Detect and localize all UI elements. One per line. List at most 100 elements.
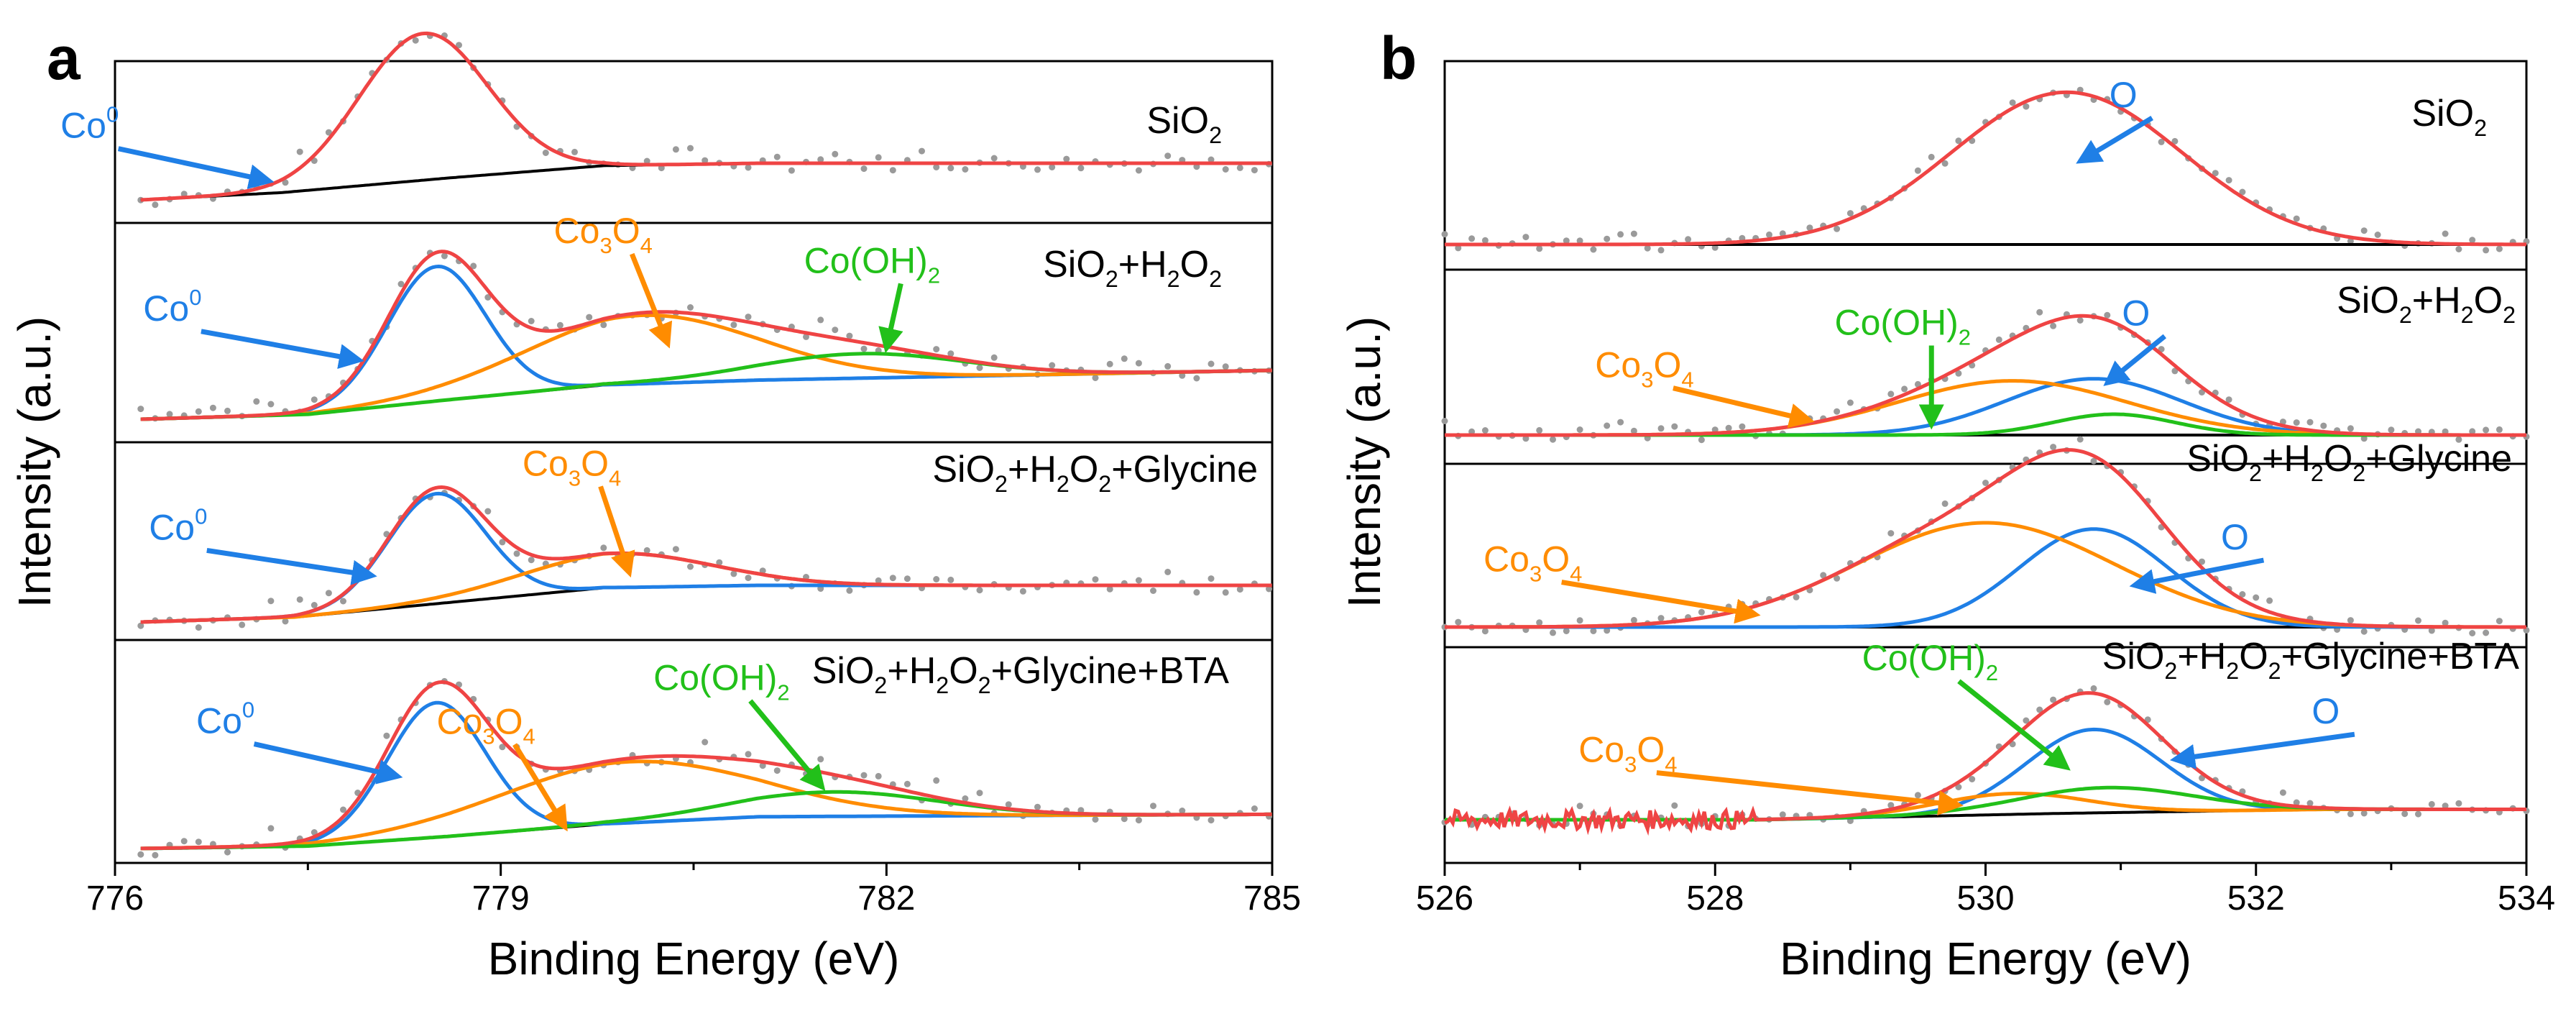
data-point [687, 563, 694, 570]
data-point [2374, 232, 2381, 238]
data-point [1441, 231, 1448, 238]
data-point [2171, 137, 2179, 145]
data-point [296, 596, 303, 603]
data-point [2428, 800, 2435, 808]
annotation-label: Co3O4 [554, 211, 653, 258]
data-point [2483, 629, 2490, 636]
data-point [817, 756, 824, 763]
data-point [1150, 803, 1156, 810]
x-tick-label: 530 [1956, 879, 2014, 918]
data-point [2496, 426, 2503, 433]
component-co3o4 [1445, 521, 2526, 629]
data-point [1522, 234, 1530, 241]
data-point [702, 739, 709, 746]
data-point [2239, 188, 2246, 196]
annotation-arrow [206, 547, 377, 585]
data-point [1576, 426, 1583, 433]
data-point [1135, 360, 1142, 367]
envelope-line [140, 680, 1272, 851]
data-point [1617, 419, 1624, 426]
data-point [976, 587, 983, 594]
data-point [933, 346, 940, 353]
annotation-arrow [748, 699, 826, 791]
data-point [1739, 423, 1746, 430]
data-point [239, 621, 246, 628]
annotation-arrow [201, 329, 364, 369]
annotation-arrow [2103, 334, 2167, 386]
annotation-label: Co3O4 [1578, 730, 1677, 777]
data-point [137, 622, 144, 629]
data-point [152, 851, 159, 859]
sample-label: SiO2+H2O2 [2337, 280, 2516, 328]
data-point [933, 576, 940, 582]
data-point [1441, 418, 1448, 424]
panel-letter: b [1380, 24, 1417, 92]
data-point [1019, 588, 1026, 595]
x-tick-label: 532 [2227, 879, 2285, 918]
panel-letter: a [47, 24, 81, 92]
data-point [860, 772, 868, 779]
data-point [990, 155, 998, 162]
annotation-label: Co(OH)2 [653, 658, 789, 705]
data-point [1657, 615, 1665, 622]
data-point [962, 795, 969, 802]
data-point [687, 145, 694, 152]
data-point [1251, 805, 1258, 812]
data-point [1604, 235, 1611, 242]
annotation-arrow [512, 743, 568, 832]
data-point [484, 294, 492, 301]
data-point [2023, 103, 2030, 110]
data-point [542, 150, 549, 156]
data-point [1049, 164, 1056, 170]
spectrum-row: SiO2+H2O2 O Co3O4 Co(OH)2 [1441, 280, 2530, 444]
data-point [528, 557, 535, 564]
data-point [933, 164, 940, 170]
data-point [2496, 245, 2503, 252]
data-point [2360, 810, 2368, 817]
data-point [1063, 155, 1070, 163]
data-point [846, 587, 853, 594]
data-point [2483, 426, 2490, 434]
data-point [2279, 419, 2286, 426]
data-point [2428, 627, 2435, 634]
data-point [470, 262, 477, 270]
data-point [2293, 419, 2300, 426]
data-point [1630, 230, 1637, 237]
annotation-arrow [598, 485, 635, 578]
annotation-label: Co3O4 [436, 701, 535, 749]
data-point [1563, 628, 1570, 634]
spectrum-row: SiO2+H2O2+Glycine Co0 Co3O4 [137, 443, 1272, 631]
data-point [1193, 589, 1200, 596]
data-point [166, 411, 173, 418]
data-point [1671, 423, 1678, 430]
data-point [990, 354, 998, 361]
data-point [1928, 153, 1935, 160]
data-point [2306, 419, 2314, 426]
data-point [976, 365, 983, 371]
data-point [643, 547, 650, 554]
data-point [600, 544, 607, 552]
data-point [1550, 436, 1556, 443]
data-point [1698, 608, 1705, 616]
component-co3o4 [140, 759, 1272, 851]
data-point [571, 148, 578, 155]
data-point [745, 164, 752, 171]
data-point [180, 838, 188, 845]
data-point [1135, 167, 1142, 174]
data-point [1982, 480, 1989, 486]
annotation-label: Co(OH)2 [1862, 638, 1998, 685]
data-point [1455, 244, 1462, 252]
component-co3o4 [140, 313, 1272, 421]
data-point [1193, 375, 1200, 382]
data-point [1887, 530, 1895, 537]
data-point [1671, 802, 1678, 809]
data-point [1049, 362, 1056, 369]
data-point [1208, 817, 1215, 824]
data-point [1481, 628, 1489, 635]
data-point [1630, 616, 1637, 623]
data-point [2225, 396, 2232, 403]
data-point [730, 321, 737, 329]
annotation-label: Co3O4 [1595, 345, 1693, 393]
spectrum-row: SiO2+H2O2+Glycine+BTA Co0 Co3O4 Co(OH)2 [137, 650, 1272, 859]
data-point [2104, 698, 2111, 705]
